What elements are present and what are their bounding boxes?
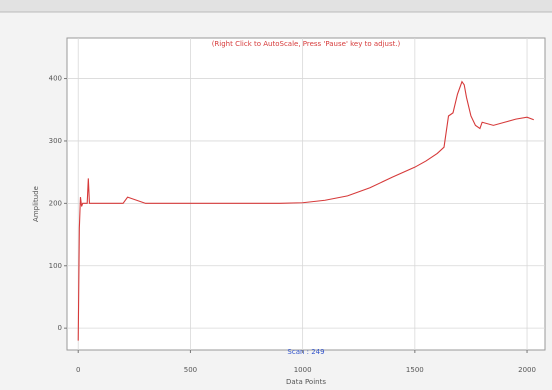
- x-tick-label: 1500: [406, 366, 424, 374]
- scan-annotation: Scan : 249: [287, 348, 324, 356]
- y-tick-label: 400: [49, 75, 62, 83]
- toolbar-strip: [0, 0, 552, 12]
- y-tick-label: 300: [49, 137, 62, 145]
- x-tick-label: 2000: [518, 366, 536, 374]
- chart-title: (Right Click to AutoScale, Press 'Pause'…: [212, 40, 401, 48]
- y-tick-label: 100: [49, 262, 62, 270]
- plot-area[interactable]: [66, 37, 546, 351]
- x-axis-label: Data Points: [286, 378, 326, 386]
- x-tick-label: 1000: [294, 366, 312, 374]
- y-axis-label: Amplitude: [32, 186, 40, 222]
- data-line: [77, 80, 534, 341]
- y-tick-label: 0: [58, 324, 62, 332]
- x-tick-label: 500: [184, 366, 197, 374]
- y-tick-label: 200: [49, 199, 62, 207]
- x-tick-label: 0: [76, 366, 80, 374]
